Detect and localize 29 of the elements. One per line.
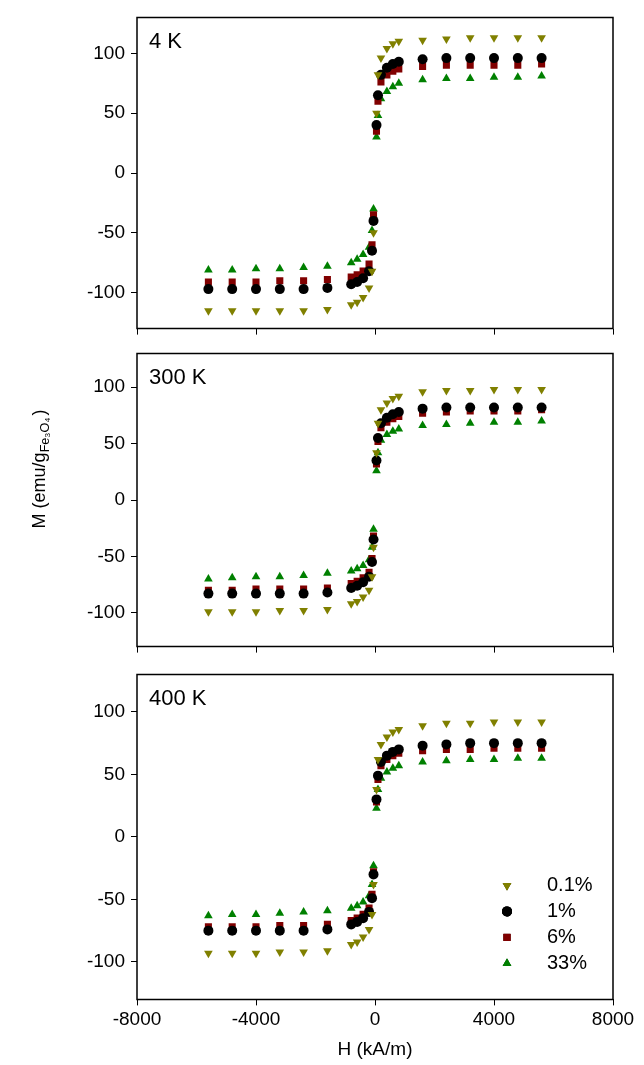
- y-tick-label: -50: [97, 221, 125, 243]
- x-tick-label: 8000: [591, 1008, 635, 1030]
- x-axis-title: H (kA/m): [337, 1037, 413, 1059]
- y-tick-label: 0: [114, 825, 125, 847]
- legend-label: 0.1%: [547, 872, 593, 895]
- y-tick-label: 100: [93, 700, 125, 722]
- y-tick-label: 0: [114, 488, 125, 510]
- y-tick-label: 100: [93, 41, 125, 63]
- legend-label: 33%: [547, 950, 588, 973]
- legend-label: 6%: [547, 924, 577, 947]
- x-tick-label: -8000: [112, 1008, 162, 1030]
- text: 4 K: [149, 28, 183, 54]
- text: 400 K: [149, 685, 207, 711]
- y-tick-label: 0: [114, 161, 125, 183]
- x-tick-label: -4000: [231, 1008, 281, 1030]
- y-tick-label: -50: [97, 544, 125, 566]
- y-tick-label: -100: [86, 601, 125, 622]
- x-tick-label: 4000: [472, 1008, 516, 1030]
- y-tick-label: 50: [103, 762, 125, 784]
- y-tick-label: -50: [97, 887, 125, 909]
- legend-label: 1%: [547, 898, 577, 921]
- y-tick-label: 50: [103, 101, 125, 123]
- y-tick-label: -100: [86, 280, 125, 302]
- x-tick-label: 0: [369, 1008, 381, 1030]
- y-axis-title: M (emu/gFe₃O₄): [28, 409, 52, 529]
- y-tick-label: 50: [103, 431, 125, 453]
- y-tick-label: 100: [93, 375, 125, 397]
- text: 300 K: [149, 364, 207, 390]
- y-tick-label: -100: [86, 950, 125, 972]
